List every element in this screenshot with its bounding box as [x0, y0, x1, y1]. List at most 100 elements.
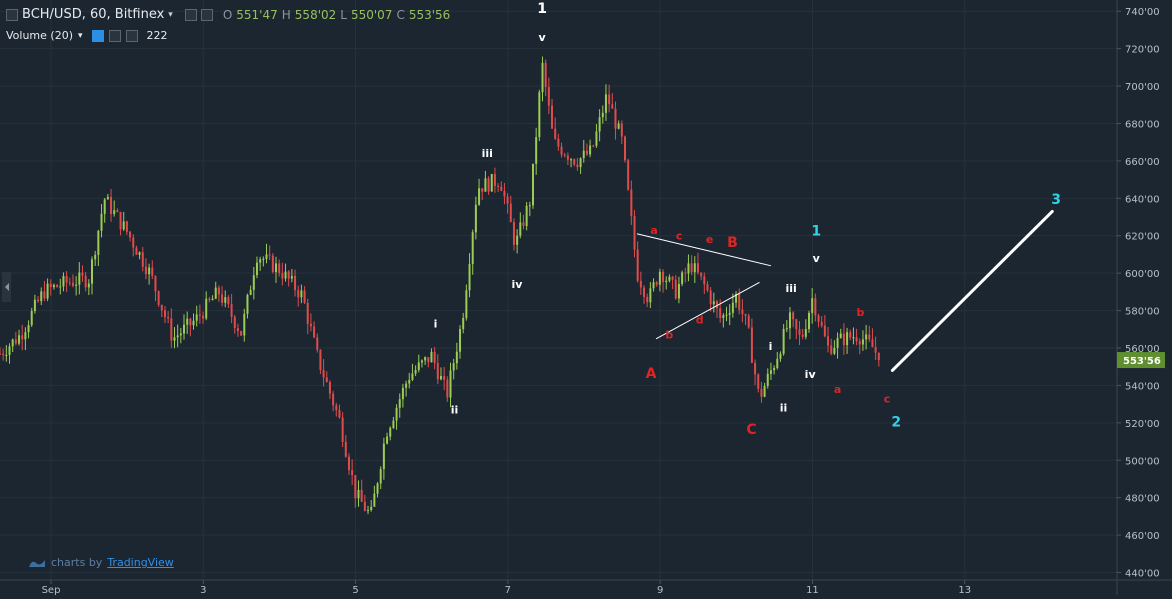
- wave-label: 3: [1051, 192, 1061, 208]
- x-tick-label: 5: [352, 585, 358, 595]
- last-price-tag: 553'56: [1117, 352, 1165, 369]
- tradingview-branding[interactable]: charts by TradingView: [28, 556, 174, 569]
- price-axis[interactable]: 440'00 460'00 480'00 500'00 520'00 540'00 560'…: [1117, 7, 1160, 580]
- candle-body: [167, 317, 170, 319]
- wave-label: b: [665, 329, 673, 342]
- wave-label: 2: [891, 415, 901, 431]
- candle-body: [700, 272, 703, 277]
- candle-body: [861, 339, 864, 345]
- candle-body: [75, 284, 78, 286]
- wave-label: c: [884, 392, 891, 405]
- candle-body: [221, 294, 224, 303]
- wave-label: iii: [482, 147, 493, 160]
- candle-body: [236, 328, 239, 332]
- candle-body: [306, 303, 309, 324]
- candle-body: [573, 159, 576, 165]
- wave-label: d: [696, 314, 704, 327]
- wave-label: iv: [512, 278, 524, 291]
- trendlines: [636, 209, 1054, 372]
- candle-body: [696, 263, 699, 273]
- candlestick-series: [0, 56, 880, 515]
- candle-body: [40, 291, 43, 302]
- candle-body: [129, 231, 132, 238]
- symbol-title[interactable]: BCH/USD, 60, Bitfinex: [22, 7, 165, 22]
- candle-body: [125, 221, 128, 232]
- candle-body: [211, 298, 214, 301]
- visibility-icon[interactable]: [91, 29, 104, 42]
- candle-body: [24, 332, 27, 340]
- candle-body: [116, 210, 119, 213]
- candle-body: [316, 337, 319, 350]
- candle-body: [246, 294, 249, 314]
- candle-body: [332, 393, 335, 406]
- open-label: O: [222, 7, 233, 22]
- candle-body: [151, 267, 154, 277]
- branding-prefix: charts by: [51, 556, 103, 569]
- candle-body: [741, 309, 744, 315]
- candle-body: [833, 347, 836, 354]
- trendline: [890, 209, 1054, 372]
- volume-dropdown-icon[interactable]: ▾: [78, 30, 83, 41]
- candle-body: [627, 160, 630, 190]
- candle-body: [814, 298, 817, 316]
- candle-body: [163, 310, 166, 318]
- y-tick-label: 620'00: [1125, 232, 1160, 243]
- candle-body: [839, 333, 842, 338]
- candle-body: [214, 287, 217, 299]
- candle-body: [671, 276, 674, 280]
- candle-body: [865, 334, 868, 340]
- candle-body: [325, 377, 328, 382]
- candle-body: [693, 263, 696, 273]
- candle-body: [198, 314, 201, 316]
- compare-icon[interactable]: [200, 8, 213, 21]
- volume-settings-icon[interactable]: [108, 29, 121, 42]
- candle-body: [141, 252, 144, 267]
- candle-body: [598, 117, 601, 132]
- candle-body: [852, 337, 855, 339]
- candle-body: [46, 283, 49, 299]
- y-tick-label: 580'00: [1125, 307, 1160, 318]
- dropdown-arrow-icon[interactable]: ▾: [168, 9, 173, 20]
- candle-body: [782, 329, 785, 354]
- candle-body: [623, 136, 626, 161]
- time-axis[interactable]: Sep 3 5 7 9 11 13: [42, 580, 971, 596]
- collapse-legend-icon[interactable]: [6, 8, 18, 21]
- candle-body: [754, 362, 757, 375]
- y-tick-label: 540'00: [1125, 381, 1160, 392]
- candle-body: [183, 324, 186, 334]
- candle-body: [484, 178, 487, 192]
- candle-body: [376, 483, 379, 494]
- candle-body: [49, 283, 52, 288]
- branding-link[interactable]: TradingView: [107, 556, 174, 569]
- candle-body: [360, 489, 363, 502]
- candle-body: [849, 332, 852, 338]
- candle-body: [446, 379, 449, 398]
- candle-body: [535, 137, 538, 164]
- candle-body: [792, 312, 795, 320]
- wave-label: B: [727, 235, 738, 251]
- y-tick-label: 740'00: [1125, 7, 1160, 18]
- volume-close-icon[interactable]: [125, 29, 138, 42]
- volume-title[interactable]: Volume (20): [6, 29, 73, 42]
- candle-body: [462, 317, 465, 330]
- candle-body: [335, 405, 338, 411]
- candle-body: [801, 334, 804, 337]
- candle-body: [37, 299, 40, 302]
- candle-body: [709, 290, 712, 305]
- candle-body: [512, 222, 515, 245]
- settings-icon[interactable]: [184, 8, 197, 21]
- collapse-arrow-icon[interactable]: [2, 272, 11, 302]
- grid-lines: [0, 0, 1117, 580]
- candle-body: [490, 174, 493, 192]
- candle-body: [78, 272, 81, 285]
- candle-body: [255, 262, 258, 276]
- candle-body: [614, 108, 617, 129]
- candle-body: [224, 297, 227, 303]
- candle-body: [424, 357, 427, 361]
- candle-body: [449, 370, 452, 398]
- candle-body: [186, 318, 189, 325]
- candle-body: [646, 296, 649, 303]
- candle-body: [566, 155, 569, 160]
- candle-body: [319, 349, 322, 371]
